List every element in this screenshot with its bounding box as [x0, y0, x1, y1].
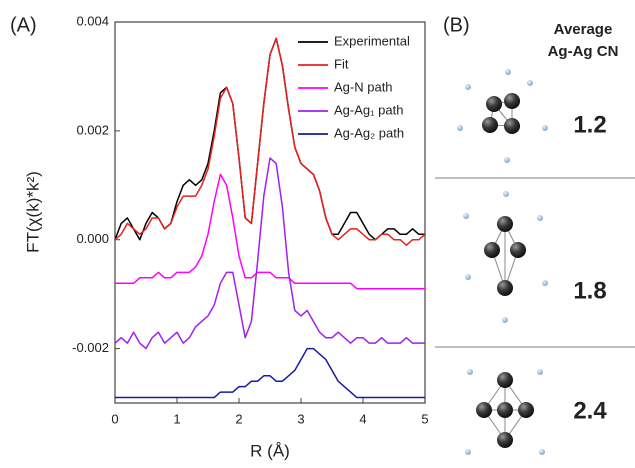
x-tick-label: 0 — [111, 411, 118, 426]
y-tick-label: 0.000 — [76, 231, 109, 246]
legend-label: Fit — [334, 56, 349, 71]
cn-value: 1.8 — [573, 277, 606, 304]
y-tick-label: 0.002 — [76, 122, 109, 137]
x-tick-label: 4 — [359, 411, 366, 426]
legend-label: Experimental — [334, 33, 410, 48]
panel-title: Ag-Ag CN — [548, 43, 619, 60]
y-tick-label: 0.004 — [76, 13, 109, 28]
panel-title: Average — [554, 21, 613, 38]
y-tick-label: -0.002 — [72, 340, 109, 355]
plot-frame — [114, 21, 426, 404]
panel-label: (A) — [10, 14, 37, 36]
panel-label: (B) — [443, 14, 470, 36]
y-axis-label: FT(χ(k)*k²) — [23, 171, 42, 253]
x-tick-label: 1 — [173, 411, 180, 426]
plot-area: 0 1 2 3 4 5 -0.002 0.000 0.002 0.004 Experimental F… — [72, 13, 428, 426]
legend-label: Ag-N path — [334, 79, 393, 94]
x-axis-label: R (Å) — [250, 441, 290, 460]
data-line — [115, 173, 425, 290]
legend-label: Ag-Ag₁ path — [334, 102, 403, 117]
data-line — [115, 347, 425, 399]
cluster-structure — [463, 191, 548, 323]
legend-label: Ag-Ag₂ path — [334, 125, 404, 140]
data-line — [114, 157, 425, 350]
cluster-structure — [465, 369, 545, 455]
x-tick-label: 5 — [421, 411, 428, 426]
data-line — [114, 37, 426, 246]
cn-value: 1.2 — [573, 111, 606, 138]
cn-value: 2.4 — [573, 397, 607, 424]
cluster-structure — [457, 69, 548, 163]
x-tick-label: 3 — [297, 411, 304, 426]
x-tick-label: 2 — [235, 411, 242, 426]
